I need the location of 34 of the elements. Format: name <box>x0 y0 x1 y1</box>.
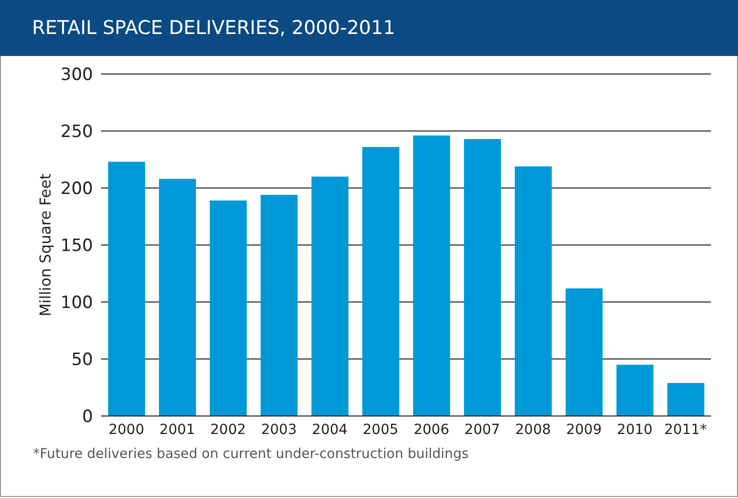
x-tick-label: 2007 <box>464 422 500 438</box>
bar <box>566 288 603 416</box>
x-tick-label: 2001 <box>159 422 196 438</box>
x-tick-label: 2005 <box>362 422 398 438</box>
bar <box>362 146 400 416</box>
x-tick-label: 2002 <box>210 422 246 438</box>
y-tick-label: 100 <box>60 293 93 314</box>
x-tick-label: 2011* <box>664 422 707 438</box>
x-tick-label: 2003 <box>261 422 297 438</box>
bar <box>464 138 501 416</box>
x-tick-label: 2009 <box>566 422 602 438</box>
bar <box>108 162 146 416</box>
y-tick-label: 300 <box>60 65 93 86</box>
x-tick-label: 2008 <box>515 422 551 438</box>
y-axis-title: Million Square Feet <box>36 173 54 316</box>
y-tick-label: 0 <box>82 407 93 428</box>
y-tick-label: 150 <box>60 236 93 256</box>
text: *Future deliveries based on current under-construction buildings <box>33 446 470 462</box>
x-tick-label: 2010 <box>616 422 653 438</box>
bar <box>210 200 247 416</box>
bar <box>413 136 450 416</box>
bar <box>260 194 298 416</box>
bar <box>667 382 704 416</box>
bar <box>514 166 552 416</box>
chart-title: RETAIL SPACE DELIVERIES, 2000-2011 <box>0 0 738 56</box>
x-tick-label: 2006 <box>414 422 450 438</box>
x-tick-label: 2004 <box>312 422 348 438</box>
bar <box>616 364 654 416</box>
bar <box>158 178 196 416</box>
x-tick-label: 2000 <box>108 422 144 438</box>
bar <box>311 176 348 416</box>
y-tick-label: 250 <box>60 122 93 142</box>
y-tick-label: 50 <box>71 350 93 370</box>
y-tick-label: 200 <box>60 179 93 200</box>
